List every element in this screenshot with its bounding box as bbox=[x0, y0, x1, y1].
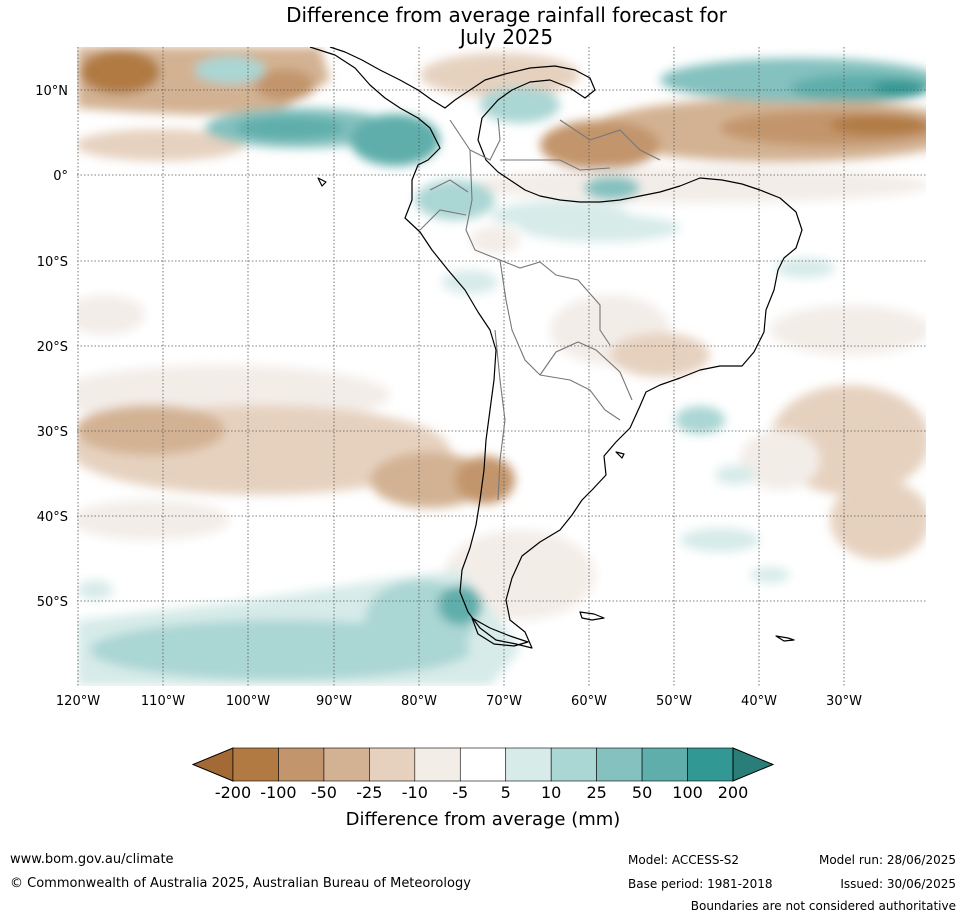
colorbar-tick-label: -50 bbox=[311, 783, 337, 802]
lon-label: 40°W bbox=[741, 694, 777, 709]
colorbar-tick-label: 100 bbox=[672, 783, 703, 802]
colorbar: -200 -100 -50 -25 -10 -5 5 10 25 50 100 200 bbox=[191, 747, 775, 802]
lon-label: 50°W bbox=[656, 694, 692, 709]
colorbar-segment bbox=[232, 747, 279, 782]
colorbar-extend-high bbox=[732, 747, 775, 782]
lat-label: 0° bbox=[53, 169, 68, 184]
issued-text: Issued: 30/06/2025 bbox=[840, 877, 956, 891]
colorbar-segment bbox=[323, 747, 370, 782]
lon-label: 100°W bbox=[226, 694, 270, 709]
colorbar-segment bbox=[459, 747, 507, 782]
colorbar-tick-label: 5 bbox=[501, 783, 511, 802]
colorbar-tick-label: -200 bbox=[215, 783, 251, 802]
title-line-1: Difference from average rainfall forecas… bbox=[286, 3, 727, 27]
colorbar-segment bbox=[414, 747, 461, 782]
colorbar-tick-label: 50 bbox=[632, 783, 652, 802]
colorbar-segment bbox=[278, 747, 325, 782]
lat-labels: 10°N 0° 10°S 20°S 30°S 40°S 50°S bbox=[35, 84, 68, 610]
colorbar-tick-label: 10 bbox=[541, 783, 561, 802]
lat-label: 40°S bbox=[37, 510, 68, 525]
lat-label: 10°S bbox=[37, 255, 68, 270]
anomaly-fields bbox=[77, 47, 926, 686]
lon-label: 60°W bbox=[571, 694, 607, 709]
colorbar-tick-label: -100 bbox=[260, 783, 296, 802]
colorbar-segment bbox=[596, 747, 643, 782]
lon-label: 80°W bbox=[401, 694, 437, 709]
lat-label: 30°S bbox=[37, 425, 68, 440]
colorbar-tick-label: 25 bbox=[586, 783, 606, 802]
website-text: www.bom.gov.au/climate bbox=[10, 852, 174, 867]
lon-label: 120°W bbox=[56, 694, 100, 709]
base-period-text: Base period: 1981-2018 bbox=[628, 877, 773, 891]
coastlines bbox=[309, 47, 803, 649]
lon-label: 30°W bbox=[826, 694, 862, 709]
map-title: Difference from average rainfall forecas… bbox=[0, 4, 965, 48]
colorbar-segment bbox=[550, 747, 597, 782]
lon-label: 70°W bbox=[486, 694, 522, 709]
tierra-del-fuego bbox=[471, 617, 529, 647]
title-line-2: July 2025 bbox=[459, 25, 554, 49]
colorbar-tick-label: -5 bbox=[452, 783, 468, 802]
copyright-text: © Commonwealth of Australia 2025, Austra… bbox=[10, 876, 471, 891]
dry-core-north-pacific bbox=[80, 50, 160, 94]
country-borders bbox=[419, 117, 661, 501]
lon-labels: 120°W 110°W 100°W 90°W 80°W 70°W 60°W 50… bbox=[56, 694, 862, 709]
colorbar-segment bbox=[641, 747, 688, 782]
lon-label: 110°W bbox=[141, 694, 185, 709]
colorbar-tick-label: -25 bbox=[356, 783, 382, 802]
model-text: Model: ACCESS-S2 bbox=[628, 853, 740, 867]
lat-label: 20°S bbox=[37, 340, 68, 355]
colorbar-segment bbox=[505, 747, 552, 782]
lat-label: 10°N bbox=[35, 84, 68, 99]
colorbar-tick-label: 200 bbox=[718, 783, 749, 802]
model-run-text: Model run: 28/06/2025 bbox=[818, 853, 956, 867]
colorbar-segment bbox=[369, 747, 416, 782]
colorbar-extend-low bbox=[191, 747, 234, 782]
colorbar-title: Difference from average (mm) bbox=[346, 809, 621, 830]
disclaimer-text: Boundaries are not considered authoritat… bbox=[690, 899, 956, 913]
lat-label: 50°S bbox=[37, 595, 68, 610]
lon-label: 90°W bbox=[316, 694, 352, 709]
falkland-islands bbox=[579, 611, 605, 621]
colorbar-tick-label: -10 bbox=[402, 783, 428, 802]
colorbar-segment bbox=[687, 747, 734, 782]
south-america-coastline bbox=[309, 47, 803, 649]
